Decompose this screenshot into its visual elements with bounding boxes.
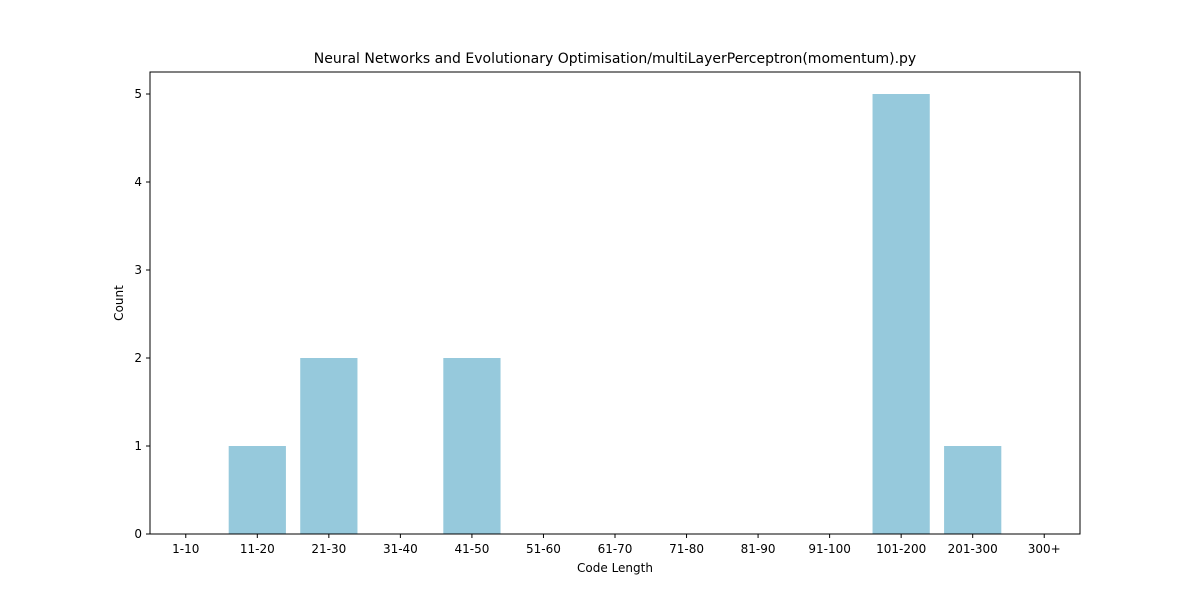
x-axis-label: Code Length xyxy=(577,561,653,575)
y-tick-label: 4 xyxy=(134,175,142,189)
plot-area-frame xyxy=(149,71,1081,535)
bar-11-20 xyxy=(228,446,286,534)
y-tick-label: 1 xyxy=(134,439,142,453)
y-axis-label: Count xyxy=(112,285,126,321)
y-tick-label: 5 xyxy=(134,87,142,101)
bar-201-300 xyxy=(944,446,1002,534)
bar-21-30 xyxy=(300,358,358,534)
x-axis-ticks: 1-10 11-20 21-30 31-40 41-50 51-60 61-70 71-80 8… xyxy=(172,534,1061,556)
x-tick-label: 71-80 xyxy=(669,542,704,556)
bar-101-200 xyxy=(872,94,930,534)
x-tick-label: 31-40 xyxy=(383,542,418,556)
x-tick-label: 1-10 xyxy=(172,542,199,556)
x-tick-label: 201-300 xyxy=(948,542,998,556)
y-axis-ticks: 0 1 2 3 4 5 xyxy=(134,87,150,541)
x-tick-label: 300+ xyxy=(1028,542,1061,556)
x-tick-label: 11-20 xyxy=(240,542,275,556)
x-tick-label: 91-100 xyxy=(808,542,851,556)
y-tick-label: 0 xyxy=(134,527,142,541)
x-tick-label: 41-50 xyxy=(454,542,489,556)
y-tick-label: 3 xyxy=(134,263,142,277)
x-tick-label: 81-90 xyxy=(741,542,776,556)
x-tick-label: 51-60 xyxy=(526,542,561,556)
y-tick-label: 2 xyxy=(134,351,142,365)
bars-group xyxy=(228,94,1002,534)
x-tick-label: 61-70 xyxy=(598,542,633,556)
chart-title: Neural Networks and Evolutionary Optimis… xyxy=(314,51,916,67)
bar-41-50 xyxy=(443,358,501,534)
x-tick-label: 101-200 xyxy=(876,542,926,556)
x-tick-label: 21-30 xyxy=(311,542,346,556)
